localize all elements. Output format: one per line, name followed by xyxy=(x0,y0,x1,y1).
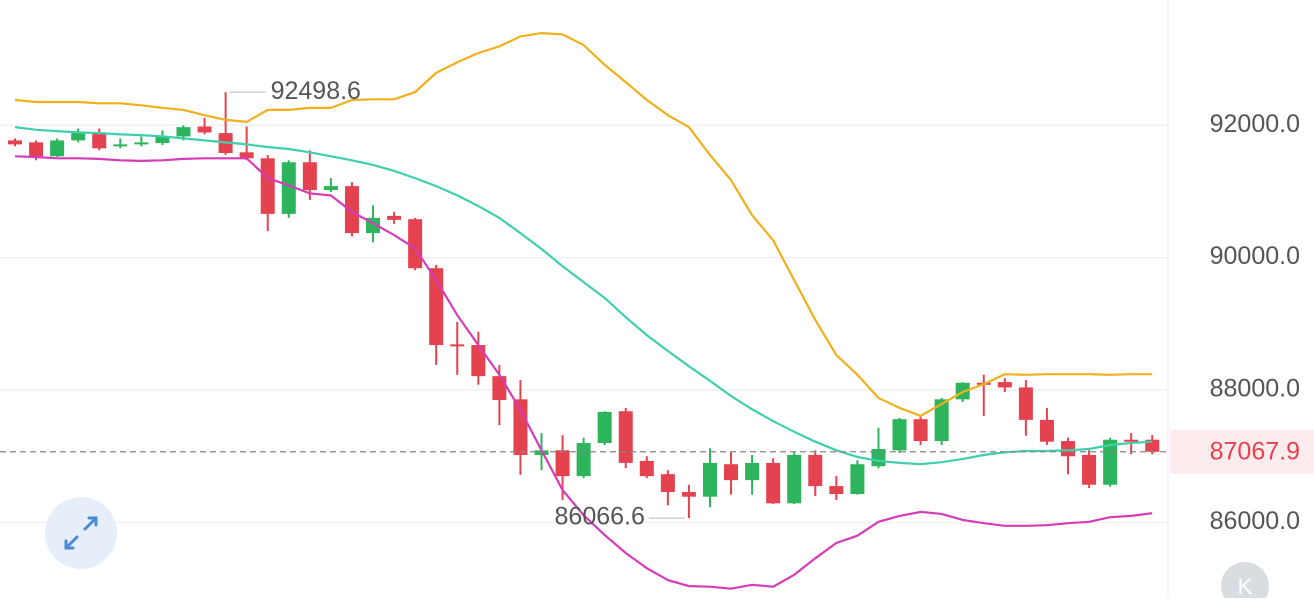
candle-body xyxy=(829,486,844,495)
candle-body xyxy=(323,186,338,191)
candle-body xyxy=(576,443,591,477)
candle-body xyxy=(92,132,107,149)
y-tick-label: 86000.0 xyxy=(1210,507,1300,535)
min-label: 86066.6 xyxy=(555,503,645,531)
candle-body xyxy=(892,419,907,451)
candle-body xyxy=(702,462,717,497)
candle-body xyxy=(239,152,254,159)
candle-body xyxy=(1018,387,1033,420)
expand-button[interactable] xyxy=(45,497,117,569)
candle-body xyxy=(260,158,275,214)
annotations: 92498.6 86066.6 87067.9 xyxy=(0,77,1314,531)
y-tick-label: 88000.0 xyxy=(1210,375,1300,403)
candle-body xyxy=(1082,454,1097,485)
last-price-label: 87067.9 xyxy=(1210,437,1300,465)
candle-body xyxy=(597,411,612,444)
candle-body xyxy=(850,464,865,495)
candle-body xyxy=(281,162,296,214)
grid: 86000.0 88000.0 90000.0 92000.0 xyxy=(0,110,1300,535)
kline-circle xyxy=(1221,562,1269,603)
y-tick-label: 92000.0 xyxy=(1210,110,1300,138)
band-line xyxy=(14,31,1153,418)
candle-body xyxy=(450,344,465,347)
candle-body xyxy=(8,140,22,145)
candle-body xyxy=(155,136,170,144)
candle-body xyxy=(492,376,507,400)
candle-body xyxy=(555,450,570,477)
candle-body xyxy=(387,215,402,220)
candle-body xyxy=(745,462,760,481)
candle-body xyxy=(513,399,528,455)
candle-body xyxy=(724,464,739,481)
candle-body xyxy=(176,127,191,137)
candle-body xyxy=(71,132,86,141)
candle-body xyxy=(113,144,128,147)
candle-body xyxy=(197,126,212,133)
kline-button[interactable]: K xyxy=(1221,562,1269,603)
band-line xyxy=(14,126,1153,466)
last-price-box xyxy=(1170,429,1314,474)
candle-body xyxy=(50,140,65,157)
candle-body xyxy=(639,460,654,477)
candle-body xyxy=(913,419,928,442)
candle-body xyxy=(660,474,675,493)
candle-body xyxy=(681,492,696,497)
expand-circle xyxy=(45,497,117,569)
candle-body xyxy=(1039,419,1054,442)
y-tick-label: 90000.0 xyxy=(1210,242,1300,270)
candle-body xyxy=(808,454,823,487)
candle-body xyxy=(618,411,633,463)
candle-body xyxy=(1103,439,1118,485)
candle-body xyxy=(408,219,423,269)
band-line xyxy=(14,155,1153,590)
kline-label: K xyxy=(1238,574,1253,598)
candle-body xyxy=(1061,441,1075,457)
candle-body xyxy=(787,454,802,504)
candle-body xyxy=(766,462,781,504)
candle-body xyxy=(1124,439,1139,442)
expand-icon xyxy=(64,516,98,550)
candle-body xyxy=(134,142,149,145)
max-label: 92498.6 xyxy=(271,77,361,105)
candle-body xyxy=(302,162,317,191)
candle-body xyxy=(471,345,486,377)
candle-body xyxy=(997,382,1012,388)
candle-body xyxy=(344,186,359,234)
candle-body xyxy=(29,142,44,157)
candle-body xyxy=(934,399,949,442)
